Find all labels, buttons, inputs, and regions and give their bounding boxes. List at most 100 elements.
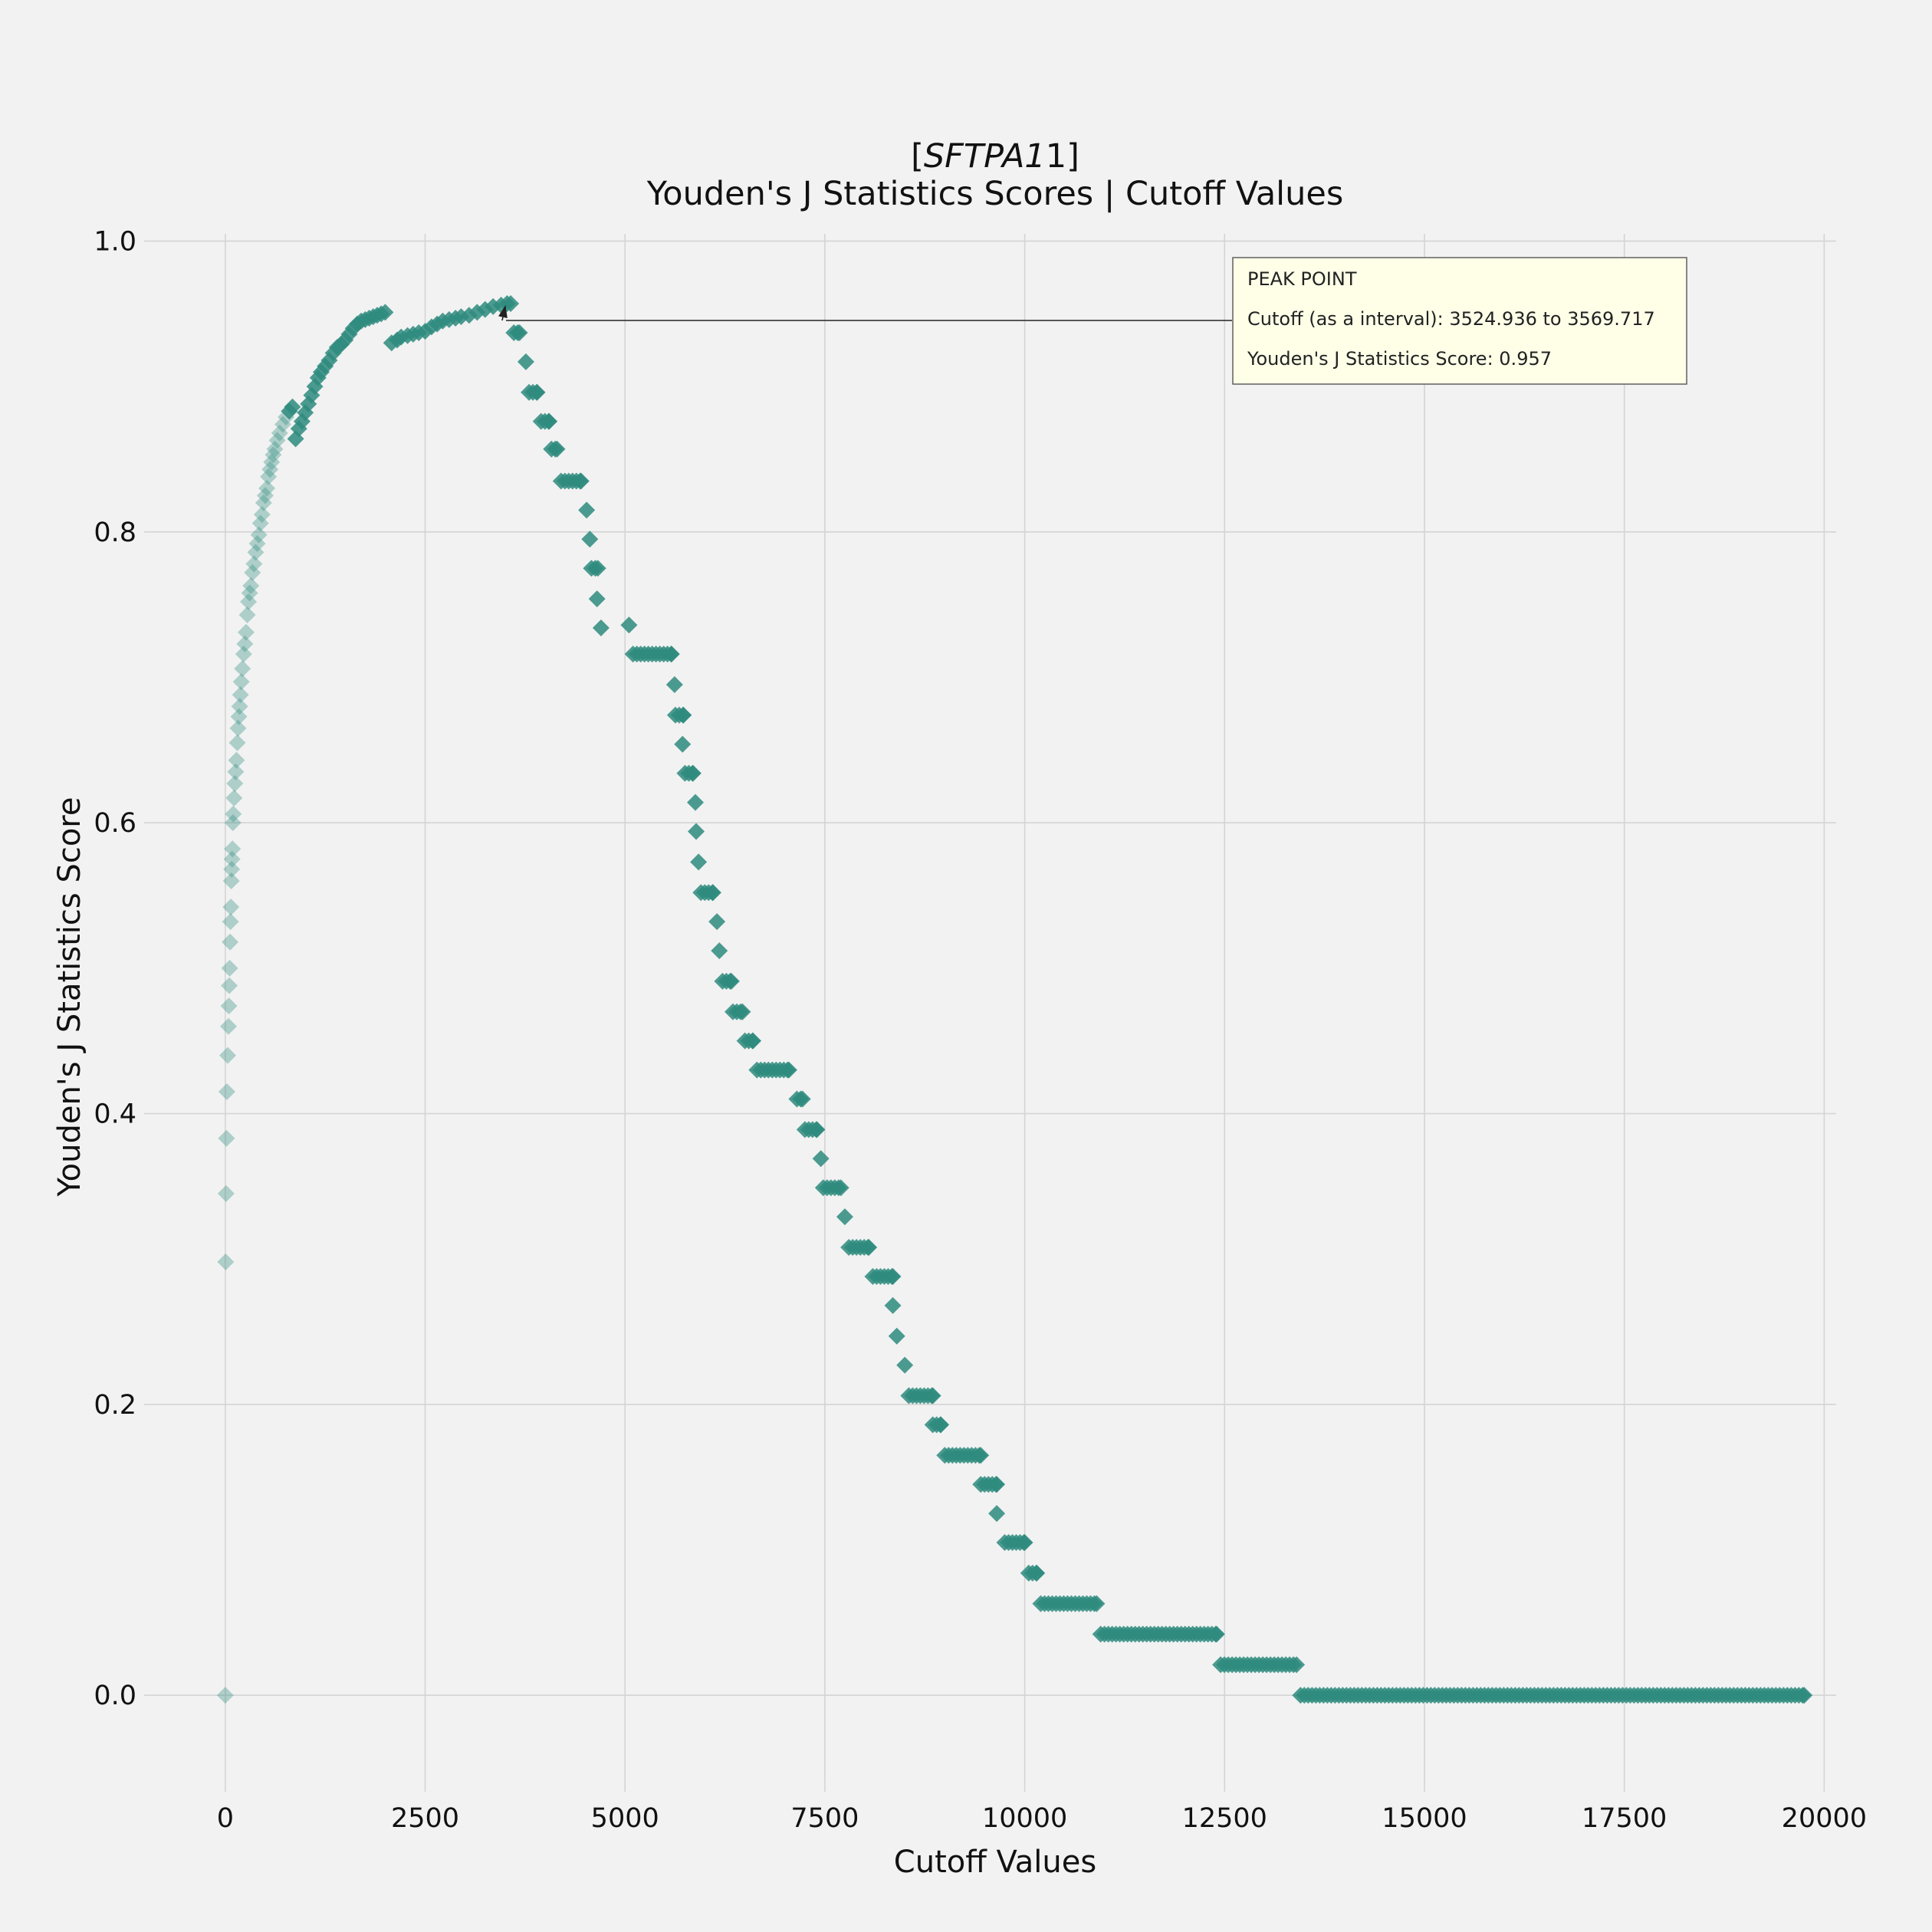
data-point [242,577,260,595]
data-point [722,972,740,990]
data-point [218,1129,235,1147]
data-point [238,606,256,623]
x-tick-label: 5000 [591,1803,659,1834]
data-point [674,735,692,753]
data-point [216,1687,234,1704]
data-point [884,1267,902,1285]
data-point [734,1003,751,1020]
data-point [662,646,680,663]
data-point [972,1447,990,1464]
points-layer [216,295,1813,1704]
y-tick-label: 1.0 [94,226,136,257]
data-point [222,899,240,916]
data-point [225,805,242,823]
data-point [502,295,520,313]
data-point [220,1017,238,1035]
x-tick-label: 0 [217,1803,234,1834]
data-point [228,734,246,751]
data-point [517,353,534,370]
data-point [588,590,606,608]
data-point [247,544,264,561]
data-point [241,584,258,602]
data-point [221,959,238,977]
data-point [231,698,248,715]
data-point [222,913,239,931]
data-point [924,1387,941,1405]
data-point [572,472,590,490]
data-point [222,872,240,890]
data-point [665,675,683,693]
svg-text:[SFTPA11]: [SFTPA11] [911,137,1079,176]
y-tick-label: 0.4 [94,1099,136,1130]
data-point [684,764,702,782]
data-point [704,884,721,902]
data-point [592,619,610,637]
data-point [688,823,705,840]
data-point [1028,1564,1046,1582]
data-point [589,560,606,577]
title-gene: SFTPA1 [924,137,1046,176]
data-point [221,977,238,994]
data-point [888,1327,905,1345]
data-point [219,1046,236,1064]
x-axis-label: Cutoff Values [894,1845,1096,1880]
data-point [255,494,272,511]
data-point [711,942,728,960]
chart-subtitle: Youden's J Statistics Scores | Cutoff Va… [646,175,1343,213]
data-point [794,1090,811,1108]
y-axis-label: Youden's J Statistics Score [52,797,87,1198]
data-point [234,660,251,678]
data-point [274,416,291,433]
data-point [884,1296,902,1314]
grid-layer [153,234,1836,1783]
data-point [686,794,704,811]
data-point [675,706,692,724]
data-point [284,398,301,416]
data-point [511,324,528,341]
data-point [230,708,248,725]
data-point [528,383,546,401]
data-point [218,1083,235,1101]
data-point [896,1356,914,1374]
data-point [271,424,288,442]
annotation-title: PEAK POINT [1247,268,1357,290]
data-point [578,501,596,519]
data-point [244,564,261,581]
data-point [780,1061,797,1079]
annotation-cutoff: Cutoff (as a interval): 3524.936 to 3569… [1247,308,1655,330]
data-point [227,763,245,780]
data-point [1288,1656,1306,1674]
x-tick-label: 20000 [1782,1803,1867,1834]
data-point [240,593,258,610]
data-point [223,850,241,868]
data-point [253,506,271,524]
data-point [232,673,250,691]
x-tick-label: 17500 [1582,1803,1667,1834]
data-point [258,479,276,497]
data-point [832,1179,849,1197]
data-point [264,446,282,464]
data-point [235,646,252,663]
data-point [988,1505,1006,1523]
y-tick-label: 0.8 [94,518,136,548]
data-point [225,789,243,807]
data-point [228,751,245,769]
data-point [251,514,269,532]
data-point [250,526,268,544]
data-point [224,814,242,832]
data-point [540,412,558,430]
data-point [236,635,254,652]
data-point [376,304,394,321]
data-point [232,686,249,704]
x-tick-label: 15000 [1382,1803,1467,1834]
y-tick-label: 0.2 [94,1390,136,1421]
data-point [690,853,708,871]
data-point [744,1032,762,1050]
y-tick-label: 0.0 [94,1681,136,1711]
data-point [268,432,286,449]
data-point [808,1121,826,1138]
data-point [226,774,244,792]
x-tick-label: 12500 [1182,1803,1267,1834]
data-point [932,1416,950,1434]
peak-annotation: PEAK POINT Cutoff (as a interval): 3524.… [498,257,1687,385]
